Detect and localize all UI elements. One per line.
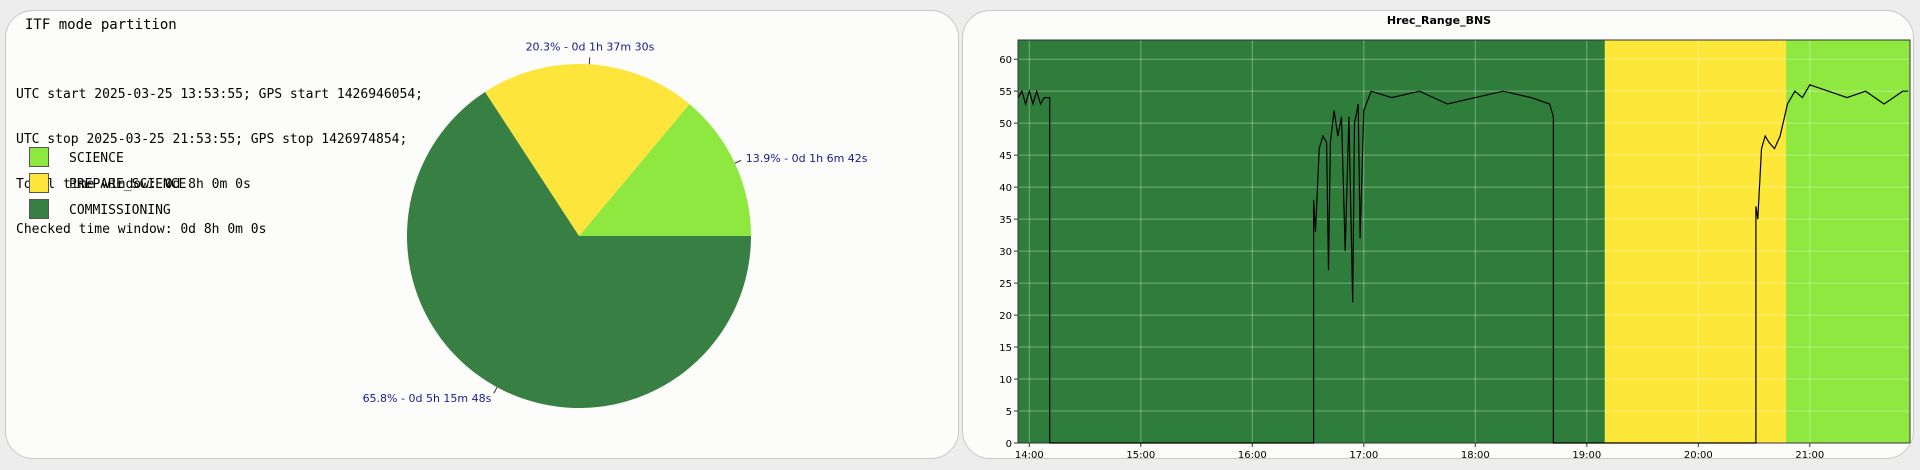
- y-tick-label: 50: [999, 119, 1012, 130]
- band-science: [1786, 40, 1910, 443]
- utc-start-line: UTC start 2025-03-25 13:53:55; GPS start…: [16, 87, 423, 102]
- legend-swatch: [29, 173, 49, 193]
- y-tick-label: 10: [999, 375, 1012, 386]
- y-tick-label: 55: [999, 87, 1012, 98]
- y-tick-label: 15: [999, 343, 1012, 354]
- x-tick-label: 17:00: [1349, 450, 1378, 459]
- pie-slice-commissioning: [407, 91, 751, 409]
- x-tick-label: 18:00: [1461, 450, 1490, 459]
- pie-label-tick: [734, 159, 742, 164]
- y-tick-label: 35: [999, 215, 1012, 226]
- y-tick-label: 60: [999, 55, 1012, 66]
- time-info: UTC start 2025-03-25 13:53:55; GPS start…: [16, 57, 423, 267]
- pie-slice-label: 20.3% - 0d 1h 37m 30s: [526, 40, 655, 53]
- pie-slice-label: 13.9% - 0d 1h 6m 42s: [746, 152, 868, 165]
- x-tick-label: 16:00: [1238, 450, 1267, 459]
- mode-partition-panel: 13.9% - 0d 1h 6m 42s 20.3% - 0d 1h 37m 30…: [5, 10, 959, 459]
- y-tick-label: 45: [999, 151, 1012, 162]
- panel-title: ITF mode partition: [25, 17, 177, 33]
- timeseries-chart: 0 5 10 15 20 25 30 35 40 45 50 55 60 14:00 15:00 16:00 1…: [999, 39, 1911, 459]
- series-line: [1017, 84, 1909, 444]
- pie-chart: 13.9% - 0d 1h 6m 42s 20.3% - 0d 1h 37m 30…: [363, 40, 868, 409]
- checked-window-line: Checked time window: 0d 8h 0m 0s: [16, 222, 267, 237]
- y-tick-label: 30: [999, 247, 1012, 258]
- legend-label: PREPARE_SCIENCE: [69, 177, 187, 192]
- chart-title: Hrec_Range_BNS: [1386, 14, 1492, 27]
- utc-stop-line: UTC stop 2025-03-25 21:53:55; GPS stop 1…: [16, 132, 408, 147]
- y-tick-label: 25: [999, 279, 1012, 290]
- band-prepare-science: [1604, 40, 1787, 443]
- pie-label-tick: [493, 387, 498, 394]
- x-tick-label: 21:00: [1795, 450, 1824, 459]
- y-tick-label: 5: [1006, 407, 1012, 418]
- x-tick-label: 20:00: [1684, 450, 1713, 459]
- x-tick-label: 15:00: [1126, 450, 1155, 459]
- x-tick-label: 14:00: [1015, 450, 1044, 459]
- x-tick-label: 19:00: [1572, 450, 1601, 459]
- band-commissioning: [1018, 40, 1605, 443]
- legend-swatch: [29, 199, 49, 219]
- pie-slice-prepare-science: [485, 63, 690, 236]
- pie-slice-science: [579, 104, 751, 236]
- y-tick-label: 0: [1006, 439, 1012, 450]
- y-tick-label: 40: [999, 183, 1012, 194]
- pie-slice-label: 65.8% - 0d 5h 15m 48s: [363, 392, 492, 405]
- legend-swatch: [29, 147, 49, 167]
- plot-frame: [1017, 39, 1911, 444]
- range-timeseries-panel: Hrec_Range_BNS 0 5 10 15 20 25 30 35 40 45 50 55 60 1…: [962, 10, 1914, 459]
- legend-label: COMMISSIONING: [69, 203, 171, 218]
- legend-label: SCIENCE: [69, 151, 124, 166]
- y-tick-label: 20: [999, 311, 1012, 322]
